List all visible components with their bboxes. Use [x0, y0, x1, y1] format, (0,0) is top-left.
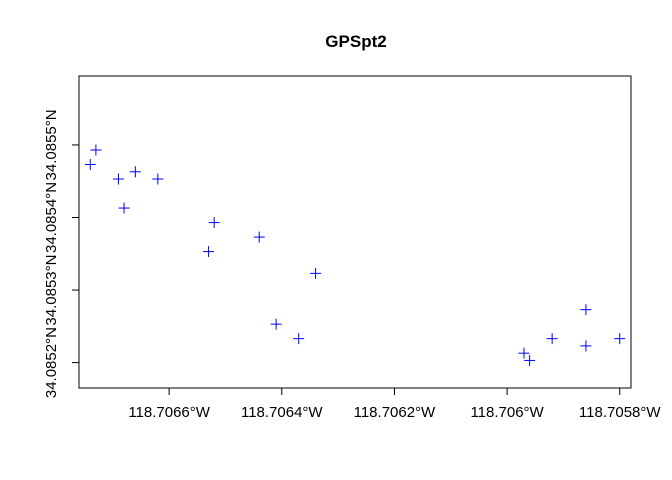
data-point — [293, 333, 305, 345]
y-tick-label: 34.0852°N — [43, 327, 60, 398]
y-tick-label: 34.0853°N — [43, 255, 60, 326]
data-point — [152, 173, 164, 185]
data-point — [580, 304, 592, 316]
y-axis: 34.0852°N34.0853°N 34.0854°N 34.0855°N — [43, 109, 80, 398]
data-point — [208, 217, 220, 229]
x-tick-label: 118.7058°W — [579, 404, 661, 421]
data-point — [112, 173, 124, 185]
data-point — [253, 231, 265, 243]
data-point — [270, 318, 282, 330]
plot-frame — [78, 75, 632, 389]
data-point — [310, 267, 322, 279]
x-tick-label: 118.7062°W — [354, 404, 436, 421]
data-point — [518, 347, 530, 359]
x-tick-label: 118.7066°W — [128, 404, 210, 421]
data-point — [90, 144, 102, 156]
data-point — [546, 333, 558, 345]
x-tick-label: 118.7064°W — [241, 404, 323, 421]
data-points — [84, 144, 626, 366]
data-point — [129, 166, 141, 178]
data-point — [580, 340, 592, 352]
x-axis: 118.7066°W 118.7064°W 118.7062°W 118.706°W 1… — [128, 387, 661, 421]
y-tick-label: 34.0855°N — [43, 109, 60, 180]
data-point — [524, 354, 536, 366]
data-point — [84, 159, 96, 171]
data-point — [614, 333, 626, 345]
y-tick-label: 34.0854°N — [43, 182, 60, 253]
x-tick-label: 118.706°W — [470, 404, 544, 421]
chart-title: GPSpt2 — [325, 32, 386, 51]
data-point — [203, 246, 215, 258]
data-point — [118, 202, 130, 214]
